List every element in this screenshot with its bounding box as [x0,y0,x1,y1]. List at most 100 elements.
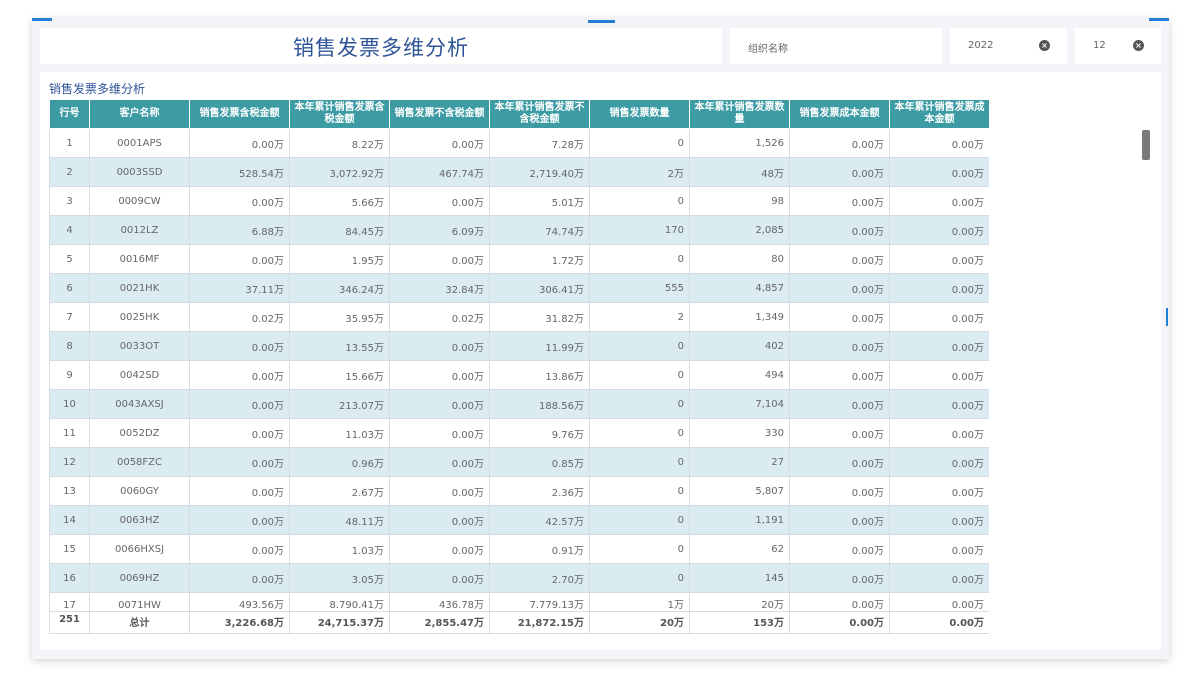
table-cell: 98 [689,186,790,216]
vertical-scrollbar[interactable] [1142,130,1150,160]
month-value: 12 [1093,40,1106,51]
table-row[interactable]: 9 0042SD 0.00万 15.66万 0.00万 13.86万 0 494 0.00万 0.… [49,360,989,390]
table-cell: 17 [49,592,90,612]
column-header[interactable]: 销售发票数量 [589,99,690,129]
table-cell: 11.99万 [489,331,590,361]
table-row[interactable]: 10 0043AXSJ 0.00万 213.07万 0.00万 188.56万 0 7,104… [49,389,989,419]
table-cell: 5.01万 [489,186,590,216]
table-row[interactable]: 7 0025HK 0.02万 35.95万 0.02万 31.82万 2 1,349 0.00万… [49,302,989,332]
table-cell: 48万 [689,157,790,187]
column-header[interactable]: 销售发票不含税金额 [389,99,490,129]
table-cell: 0.00万 [389,360,490,390]
table-row[interactable]: 11 0052DZ 0.00万 11.03万 0.00万 9.76万 0 330 0.00万 0.… [49,418,989,448]
column-header[interactable]: 本年累计销售发票含税金额 [289,99,390,129]
column-header[interactable]: 本年累计销售发票数量 [689,99,790,129]
table-row[interactable]: 6 0021HK 37.11万 346.24万 32.84万 306.41万 555 4,85… [49,273,989,303]
table-cell: 0.00万 [389,505,490,535]
table-cell: 0.00万 [889,476,989,506]
table-cell: 0.00万 [789,389,890,419]
table-cell: 9.76万 [489,418,590,448]
table-cell: 8.22万 [289,128,390,158]
table-cell: 0.00万 [389,244,490,274]
table-cell: 0.00万 [789,273,890,303]
table-row[interactable]: 15 0066HXSJ 0.00万 1.03万 0.00万 0.91万 0 62 0.00万 0.… [49,534,989,564]
table-cell: 42.57万 [489,505,590,535]
table-row[interactable]: 2 0003SSD 528.54万 3,072.92万 467.74万 2,719.40万… [49,157,989,187]
table-cell: 0001APS [89,128,190,158]
table-cell: 0.00万 [789,186,890,216]
clear-icon[interactable]: × [1133,40,1144,51]
table-row[interactable]: 16 0069HZ 0.00万 3.05万 0.00万 2.70万 0 145 0.00万 0.0… [49,563,989,593]
table-row[interactable]: 12 0058FZC 0.00万 0.96万 0.00万 0.85万 0 27 0.00万 0.0… [49,447,989,477]
table-cell: 15 [49,534,90,564]
table-row[interactable]: 17 0071HW 493.56万 8.790.41万 436.78万 7.779.13万… [49,592,989,612]
column-header[interactable]: 销售发票含税金额 [189,99,290,129]
table-cell: 11.03万 [289,418,390,448]
table-cell: 13.55万 [289,331,390,361]
table-cell: 1.95万 [289,244,390,274]
table-cell: 74.74万 [489,215,590,245]
table-cell: 0042SD [89,360,190,390]
table-cell: 0.00万 [389,186,490,216]
column-header[interactable]: 本年累计销售发票不含税金额 [489,99,590,129]
clear-icon[interactable]: × [1039,40,1050,51]
table-cell: 0 [589,418,690,448]
table-cell: 0.00万 [889,389,989,419]
table-cell: 0025HK [89,302,190,332]
table-cell: 2 [589,302,690,332]
table-header-row: 行号 客户名称 销售发票含税金额 本年累计销售发票含税金额 销售发票不含税金额 … [49,99,989,129]
table-cell: 0.00万 [789,447,890,477]
table-cell: 8.790.41万 [289,592,390,612]
table-cell: 0003SSD [89,157,190,187]
month-filter[interactable]: 12 × [1075,28,1161,64]
table-cell: 0.00万 [189,505,290,535]
table-cell: 0.00万 [889,592,989,612]
table-cell: 24,715.37万 [289,611,390,634]
table-cell: 0.00万 [389,331,490,361]
table-cell: 0066HXSJ [89,534,190,564]
org-name-filter[interactable]: 组织名称 [730,28,942,64]
table-cell: 346.24万 [289,273,390,303]
table-cell: 10 [49,389,90,419]
table-cell: 467.74万 [389,157,490,187]
table-cell: 2,855.47万 [389,611,490,634]
table-cell: 0.00万 [889,215,989,245]
table-cell: 0.00万 [889,611,989,634]
column-header[interactable]: 本年累计销售发票成本金额 [889,99,989,129]
title-card: 销售发票多维分析 [40,28,722,64]
table-row[interactable]: 4 0012LZ 6.88万 84.45万 6.09万 74.74万 170 2,085 0.0… [49,215,989,245]
table-cell: 0 [589,244,690,274]
table-cell: 0.00万 [189,186,290,216]
table-row[interactable]: 5 0016MF 0.00万 1.95万 0.00万 1.72万 0 80 0.00万 0.00万 [49,244,989,274]
report-table-container[interactable]: 行号 客户名称 销售发票含税金额 本年累计销售发票含税金额 销售发票不含税金额 … [49,99,989,642]
table-cell: 555 [589,273,690,303]
table-cell: 7 [49,302,90,332]
table-cell: 48.11万 [289,505,390,535]
table-cell: 1.03万 [289,534,390,564]
column-header[interactable]: 行号 [49,99,90,129]
year-filter[interactable]: 2022 × [950,28,1067,64]
table-cell: 0016MF [89,244,190,274]
table-cell: 20万 [689,592,790,612]
table-cell: 0.00万 [789,302,890,332]
table-row[interactable]: 3 0009CW 0.00万 5.66万 0.00万 5.01万 0 98 0.00万 0.00万 [49,186,989,216]
table-row[interactable]: 14 0063HZ 0.00万 48.11万 0.00万 42.57万 0 1,191 0.00… [49,505,989,535]
table-cell: 3.05万 [289,563,390,593]
column-header[interactable]: 客户名称 [89,99,190,129]
table-row[interactable]: 1 0001APS 0.00万 8.22万 0.00万 7.28万 0 1,526 0.00万 0… [49,128,989,158]
column-header[interactable]: 销售发票成本金额 [789,99,890,129]
table-cell: 0.00万 [789,331,890,361]
table-cell: 5 [49,244,90,274]
table-cell: 436.78万 [389,592,490,612]
table-cell: 0.00万 [189,360,290,390]
table-row[interactable]: 13 0060GY 0.00万 2.67万 0.00万 2.36万 0 5,807 0.00万 0… [49,476,989,506]
table-row[interactable]: 8 0033OT 0.00万 13.55万 0.00万 11.99万 0 402 0.00万 0.… [49,331,989,361]
table-cell: 0.00万 [189,418,290,448]
side-resize-handle[interactable] [1166,308,1168,326]
table-cell: 0.00万 [389,476,490,506]
table-cell: 27 [689,447,790,477]
table-total-row[interactable]: 251 总计 3,226.68万 24,715.37万 2,855.47万 21,872.… [49,611,989,634]
table-cell: 5.66万 [289,186,390,216]
table-cell: 13.86万 [489,360,590,390]
table-cell: 4,857 [689,273,790,303]
